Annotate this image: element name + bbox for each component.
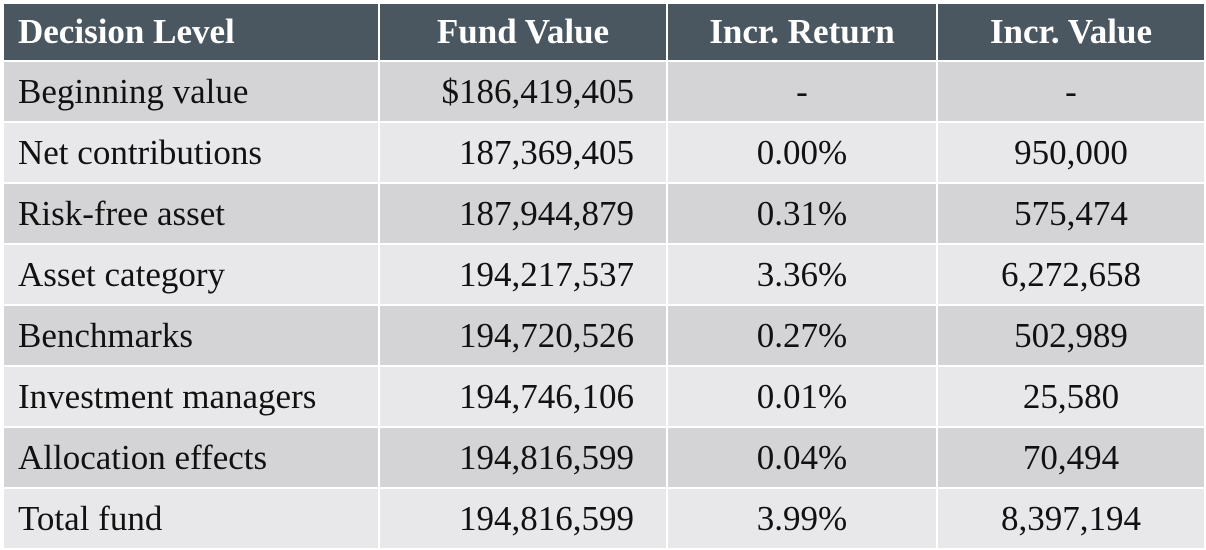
incr-value-cell: 950,000 bbox=[936, 121, 1206, 184]
level-cell: Benchmarks bbox=[2, 304, 380, 367]
incr-return-cell: 3.99% bbox=[666, 487, 938, 550]
level-cell: Investment managers bbox=[2, 365, 380, 428]
fund-value-cell: 194,746,106 bbox=[378, 365, 668, 428]
header-incr-return: Incr. Return bbox=[666, 2, 938, 62]
fund-value-cell: 187,944,879 bbox=[378, 182, 668, 245]
header-decision-level: Decision Level bbox=[2, 2, 380, 62]
table-header: Decision Level Fund Value Incr. Return I… bbox=[2, 2, 1206, 62]
table-row: Allocation effects 194,816,599 0.04% 70,494 bbox=[2, 426, 1206, 489]
level-cell: Total fund bbox=[2, 487, 380, 550]
level-cell: Asset category bbox=[2, 243, 380, 306]
incr-return-cell: 0.31% bbox=[666, 182, 938, 245]
incr-value-cell: 502,989 bbox=[936, 304, 1206, 367]
table-row: Benchmarks 194,720,526 0.27% 502,989 bbox=[2, 304, 1206, 367]
table-row: Total fund 194,816,599 3.99% 8,397,194 bbox=[2, 487, 1206, 550]
fund-value-cell: 194,816,599 bbox=[378, 426, 668, 489]
fund-value-cell: 194,217,537 bbox=[378, 243, 668, 306]
fund-value-cell: 194,720,526 bbox=[378, 304, 668, 367]
header-row: Decision Level Fund Value Incr. Return I… bbox=[2, 2, 1206, 62]
incr-value-cell: 25,580 bbox=[936, 365, 1206, 428]
level-cell: Beginning value bbox=[2, 60, 380, 123]
level-cell: Allocation effects bbox=[2, 426, 380, 489]
incr-return-cell: 0.04% bbox=[666, 426, 938, 489]
incr-return-cell: 3.36% bbox=[666, 243, 938, 306]
incr-return-cell: 0.00% bbox=[666, 121, 938, 184]
table-row: Investment managers 194,746,106 0.01% 25,58… bbox=[2, 365, 1206, 428]
level-cell: Net contributions bbox=[2, 121, 380, 184]
incr-value-cell: 575,474 bbox=[936, 182, 1206, 245]
table-row: Risk-free asset 187,944,879 0.31% 575,474 bbox=[2, 182, 1206, 245]
fund-value-cell: $186,419,405 bbox=[378, 60, 668, 123]
fund-value-cell: 187,369,405 bbox=[378, 121, 668, 184]
table-row: Asset category 194,217,537 3.36% 6,272,658 bbox=[2, 243, 1206, 306]
header-incr-value: Incr. Value bbox=[936, 2, 1206, 62]
incr-value-cell: - bbox=[936, 60, 1206, 123]
table-row: Net contributions 187,369,405 0.00% 950,000 bbox=[2, 121, 1206, 184]
incr-value-cell: 8,397,194 bbox=[936, 487, 1206, 550]
incr-return-cell: - bbox=[666, 60, 938, 123]
incr-value-cell: 70,494 bbox=[936, 426, 1206, 489]
header-fund-value: Fund Value bbox=[378, 2, 668, 62]
table-body: Beginning value $186,419,405- - Net contrib… bbox=[2, 60, 1206, 550]
incr-return-cell: 0.01% bbox=[666, 365, 938, 428]
level-cell: Risk-free asset bbox=[2, 182, 380, 245]
table-row: Beginning value $186,419,405- - bbox=[2, 60, 1206, 123]
incr-return-cell: 0.27% bbox=[666, 304, 938, 367]
fund-value-cell: 194,816,599 bbox=[378, 487, 668, 550]
incr-value-cell: 6,272,658 bbox=[936, 243, 1206, 306]
